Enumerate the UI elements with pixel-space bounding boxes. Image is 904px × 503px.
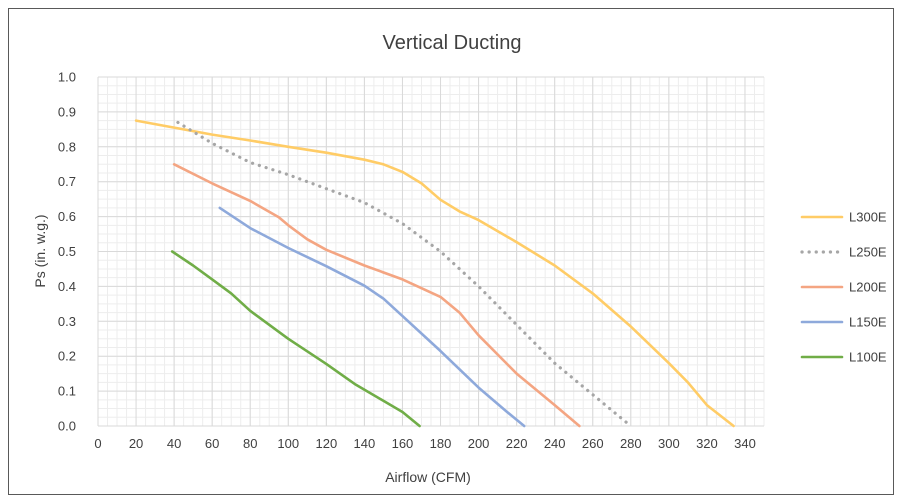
x-tick-label: 160: [392, 436, 414, 451]
series-line-l150e: [218, 206, 526, 428]
x-tick-label: 240: [544, 436, 566, 451]
series-line-l300e: [134, 119, 735, 428]
y-tick-label: 0.1: [58, 384, 76, 399]
x-tick-label: 40: [167, 436, 181, 451]
y-tick-label: 0.5: [58, 244, 76, 259]
x-tick-label: 60: [205, 436, 219, 451]
y-tick-label: 0.9: [58, 104, 76, 119]
chart-title: Vertical Ducting: [383, 32, 522, 54]
legend-label-l250e: L250E: [849, 245, 887, 260]
legend-label-l300e: L300E: [849, 210, 887, 225]
y-tick-label: 0.2: [58, 349, 76, 364]
legend: L300E L250E L200E L150E L100E: [800, 210, 887, 365]
x-tick-label: 180: [430, 436, 452, 451]
series-line-l100e: [170, 250, 421, 428]
x-tick-label: 300: [658, 436, 680, 451]
y-tick-label: 0.7: [58, 174, 76, 189]
chart-border: [8, 8, 894, 495]
x-axis-ticks: 0 20 40 60 80 100 120 140 160 180 200 220 240 260 280 3…: [94, 436, 755, 451]
x-tick-label: 340: [734, 436, 756, 451]
y-axis-title: Ps (in. w.g.): [32, 214, 48, 287]
y-tick-label: 0.4: [58, 279, 76, 294]
legend-label-l100e: L100E: [849, 350, 887, 365]
series-line-l250e: [176, 120, 633, 428]
x-tick-label: 20: [129, 436, 143, 451]
y-tick-label: 0.3: [58, 314, 76, 329]
x-axis-title: Airflow (CFM): [385, 469, 471, 485]
y-tick-label: 0.8: [58, 139, 76, 154]
x-tick-label: 0: [94, 436, 101, 451]
x-tick-label: 280: [620, 436, 642, 451]
x-tick-label: 100: [277, 436, 299, 451]
y-tick-label: 0.6: [58, 209, 76, 224]
y-tick-label: 1.0: [58, 70, 76, 85]
x-tick-label: 200: [468, 436, 490, 451]
y-tick-label: 0.0: [58, 419, 76, 434]
x-tick-label: 220: [506, 436, 528, 451]
legend-label-l200e: L200E: [849, 280, 887, 295]
x-tick-label: 120: [315, 436, 337, 451]
x-tick-label: 80: [243, 436, 257, 451]
x-tick-label: 140: [354, 436, 376, 451]
y-axis-ticks: 0.0 0.1 0.2 0.3 0.4 0.5 0.6 0.7 0.8 0.9 1.0: [58, 70, 76, 434]
series-layer: [134, 119, 735, 428]
legend-label-l150e: L150E: [849, 315, 887, 330]
x-tick-label: 320: [696, 436, 718, 451]
x-tick-label: 260: [582, 436, 604, 451]
series-line-l200e: [172, 163, 581, 428]
